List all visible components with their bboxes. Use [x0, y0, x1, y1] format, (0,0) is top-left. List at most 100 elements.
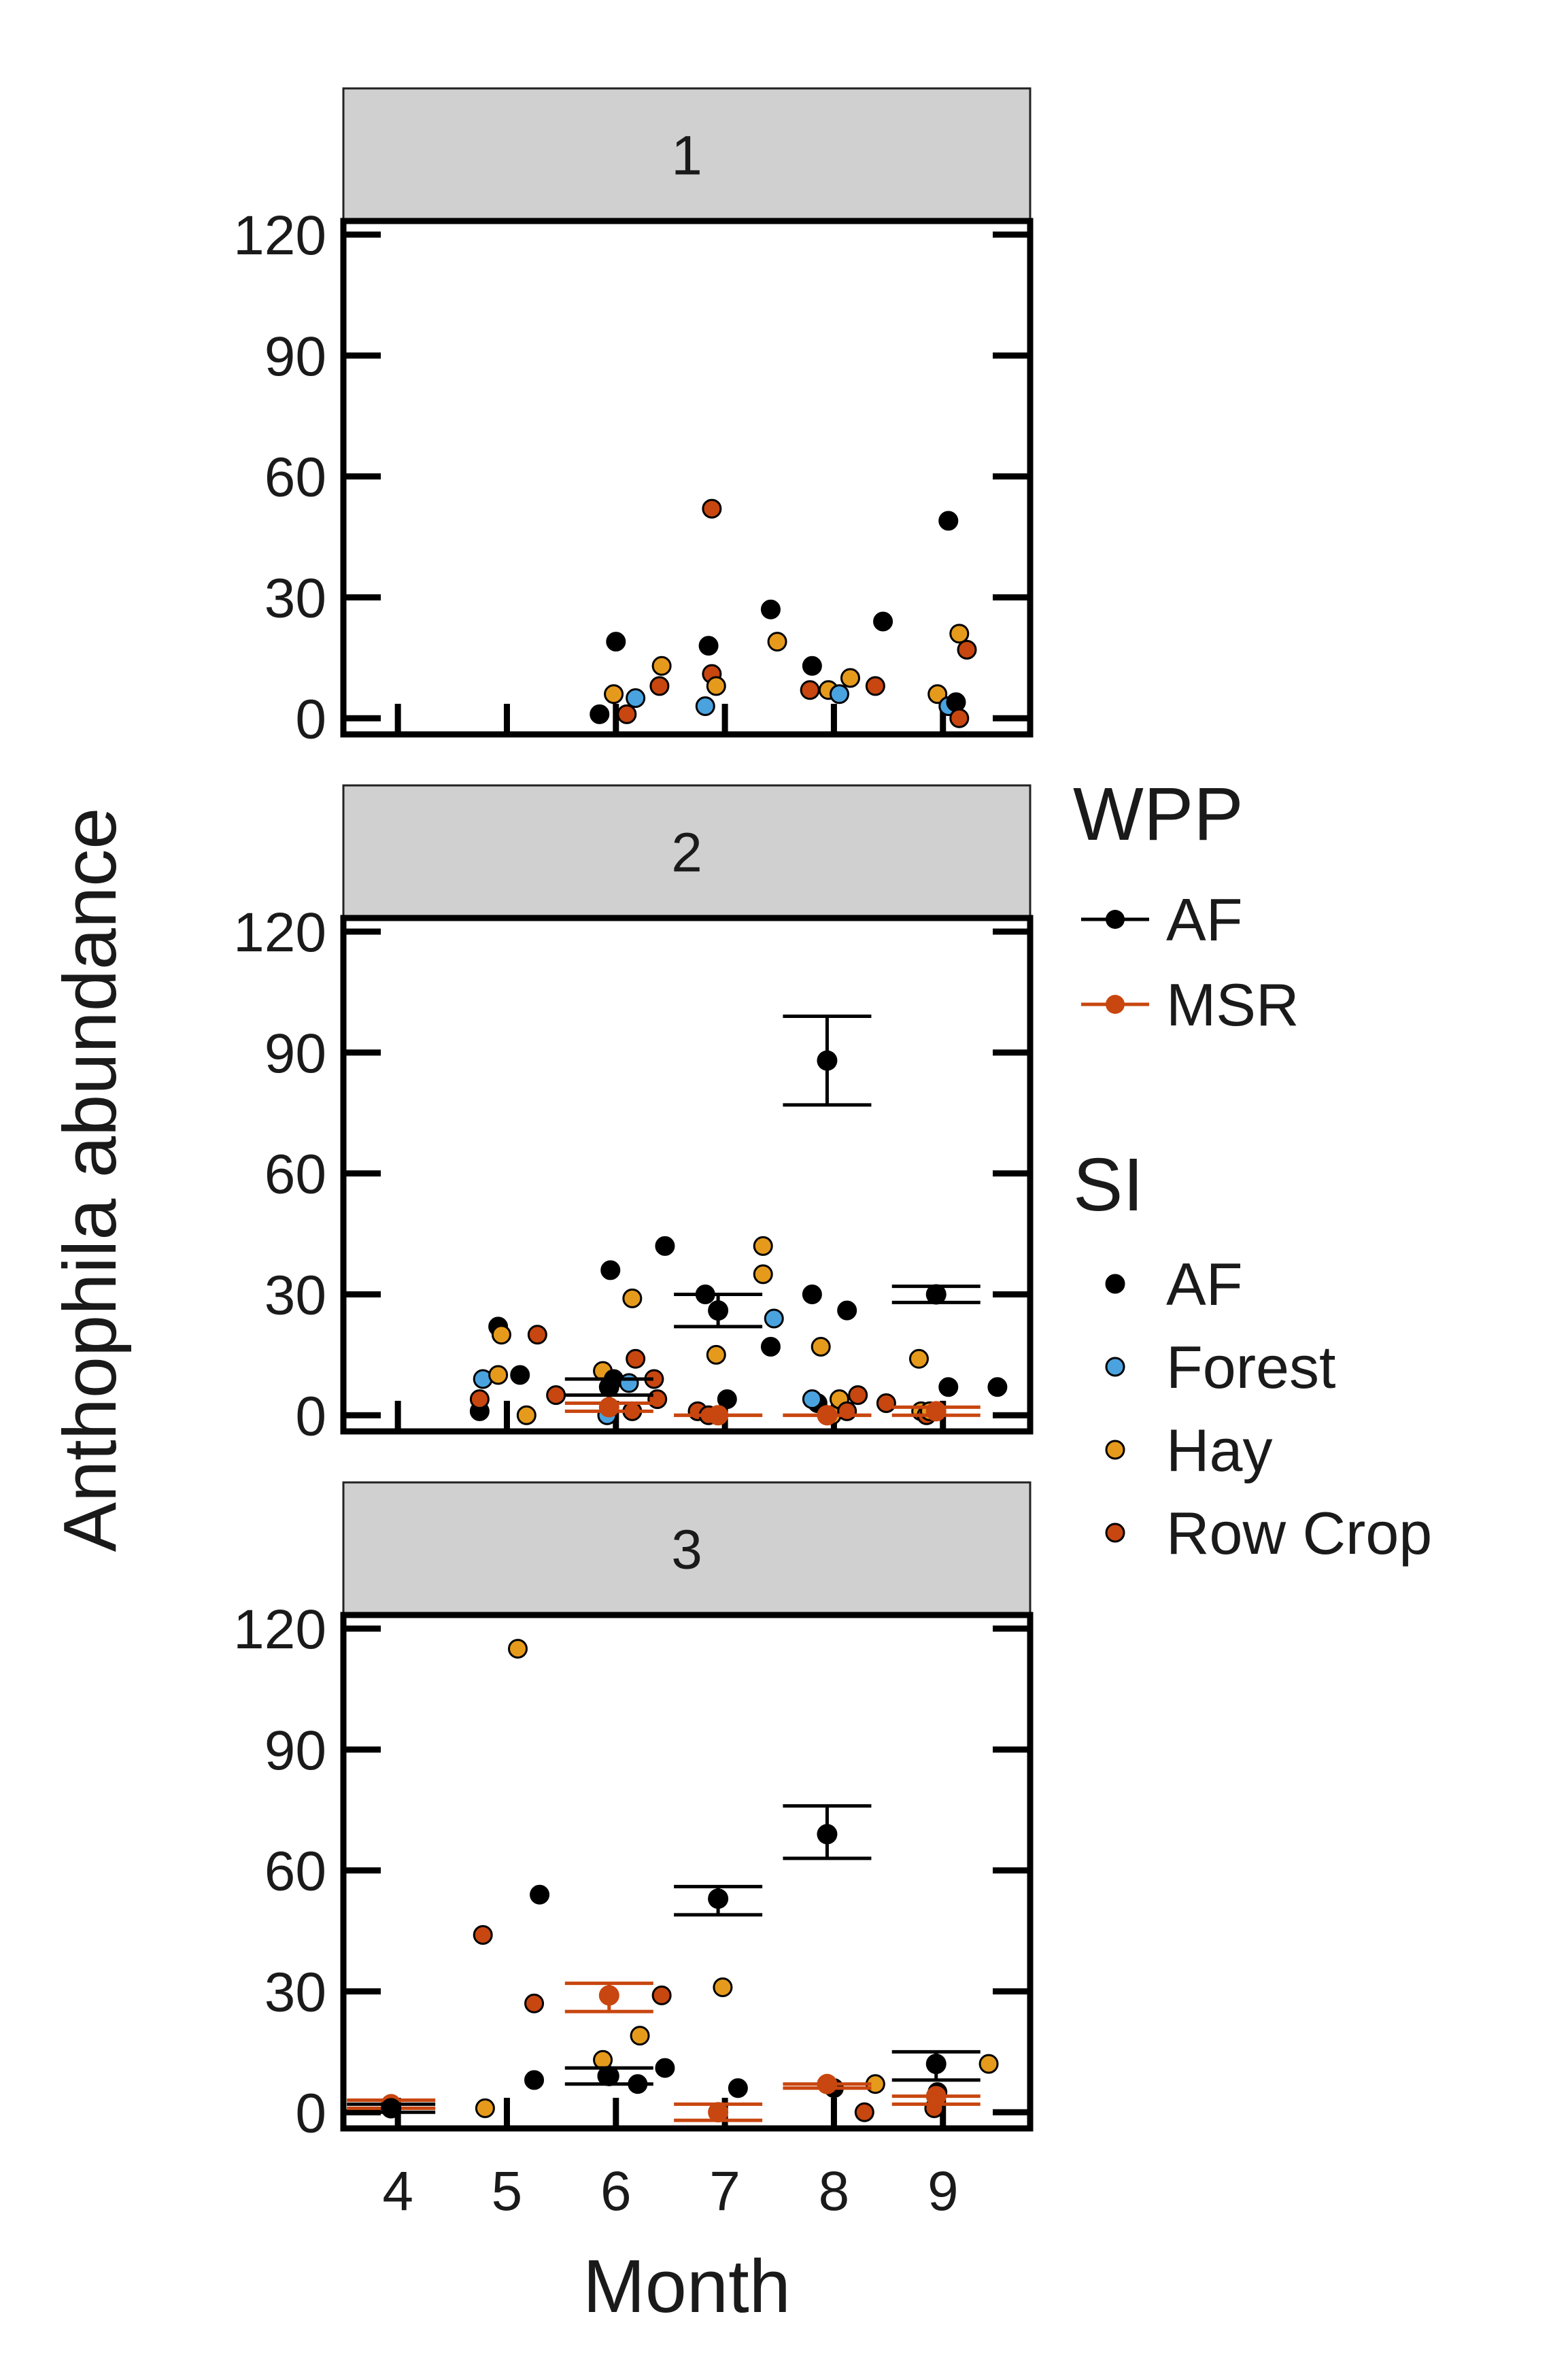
y-tick-label: 90	[265, 326, 326, 388]
y-axis-title: Anthophila abundance	[48, 808, 132, 1552]
mean-point	[708, 1300, 729, 1321]
facet-strip	[342, 87, 1032, 222]
data-point	[617, 704, 637, 724]
data-point	[510, 1365, 530, 1385]
data-point	[728, 2078, 748, 2098]
y-tick-label: 0	[295, 1385, 326, 1447]
y-tick-label: 0	[295, 2082, 326, 2144]
data-point	[760, 1337, 781, 1357]
data-point	[655, 2058, 675, 2078]
data-point	[938, 511, 959, 531]
data-point	[649, 676, 670, 696]
data-point	[717, 1389, 737, 1410]
data-point	[516, 1405, 536, 1425]
legend-title-si: SI	[1073, 1143, 1144, 1227]
facet-strip	[342, 1481, 1032, 1616]
data-point	[600, 1260, 621, 1280]
data-point	[530, 1884, 550, 1905]
legend-si-items: AF Forest Hay Row Crop	[1105, 1251, 1432, 1567]
data-point	[938, 1377, 959, 1397]
mean-point	[708, 2102, 729, 2123]
data-point	[854, 2102, 874, 2122]
data-point	[837, 1300, 857, 1321]
data-point	[753, 1264, 773, 1285]
data-point	[829, 684, 849, 704]
data-point	[469, 1389, 490, 1410]
legend-label: AF	[1166, 1251, 1242, 1318]
data-point	[651, 1985, 672, 2005]
plot-frame	[340, 218, 1034, 738]
data-point	[865, 676, 885, 696]
data-point	[876, 1393, 896, 1414]
y-tick-label: 30	[265, 1961, 326, 2023]
mean-point	[817, 2073, 838, 2094]
legend: WPP SI AF MSR AF Forest Hay Row Crop	[1073, 772, 1432, 1567]
data-point	[800, 680, 820, 700]
data-point	[949, 708, 970, 728]
legend-key-point	[1105, 1440, 1125, 1460]
mean-point	[708, 1405, 729, 1426]
facet-strip-label: 2	[671, 822, 702, 884]
x-tick-label: 7	[709, 2160, 740, 2222]
y-tick-label: 120	[233, 1599, 326, 1661]
data-point	[702, 498, 722, 519]
data-point	[848, 1385, 868, 1406]
data-point	[811, 1337, 831, 1357]
data-point	[706, 676, 726, 696]
data-point	[473, 1924, 493, 1945]
y-tick-label: 60	[265, 1841, 326, 1903]
y-tick-label: 120	[233, 902, 326, 964]
facet-strip-label: 3	[671, 1519, 702, 1581]
x-tick-label: 6	[600, 2160, 632, 2222]
x-tick-label: 9	[927, 2160, 959, 2222]
data-point	[626, 1348, 646, 1369]
mean-point	[598, 2065, 619, 2086]
data-point	[713, 1977, 733, 1998]
data-point	[706, 1344, 726, 1365]
legend-key-point	[1105, 1274, 1125, 1294]
data-point	[873, 611, 893, 632]
data-point	[978, 2054, 999, 2074]
data-point	[651, 656, 672, 676]
data-point	[619, 1373, 639, 1393]
mean-point	[598, 1985, 619, 2006]
y-tick-label: 60	[265, 1144, 326, 1206]
y-tick-label: 90	[265, 1023, 326, 1085]
data-point	[760, 599, 781, 619]
mean-point	[817, 1405, 838, 1426]
data-point	[753, 1236, 773, 1256]
mean-point	[598, 1376, 619, 1397]
legend-wpp-items: AF MSR	[1081, 886, 1299, 1038]
y-tick-label: 0	[295, 688, 326, 750]
data-point	[802, 1389, 822, 1410]
data-point	[590, 704, 610, 724]
legend-key-point	[1105, 1523, 1125, 1543]
x-axis-title: Month	[583, 2245, 791, 2328]
data-point	[655, 1236, 675, 1256]
data-point	[604, 684, 624, 704]
data-point	[508, 1639, 528, 1659]
data-point	[606, 632, 626, 652]
data-point	[695, 696, 715, 717]
legend-key-point	[1106, 995, 1125, 1014]
facet-panel-2: 2 0 30 60 90 120	[233, 784, 1034, 1447]
legend-label: Hay	[1166, 1416, 1273, 1484]
legend-label: Row Crop	[1166, 1499, 1432, 1567]
data-point	[949, 624, 970, 644]
mean-point	[925, 1401, 947, 1422]
legend-key-point	[1105, 1357, 1125, 1377]
data-point	[630, 2026, 650, 2046]
data-point	[927, 684, 948, 704]
y-tick-label: 60	[265, 447, 326, 509]
y-tick-label: 120	[233, 205, 326, 267]
data-point	[488, 1365, 509, 1385]
data-point	[546, 1385, 566, 1406]
mean-point	[381, 2098, 402, 2119]
y-tick-label: 30	[265, 567, 326, 629]
mean-point	[708, 1888, 729, 1909]
legend-label: Forest	[1166, 1333, 1335, 1401]
facet-panel-1: 1 0 30 60 90 120	[233, 87, 1034, 750]
mean-point	[925, 2086, 947, 2107]
